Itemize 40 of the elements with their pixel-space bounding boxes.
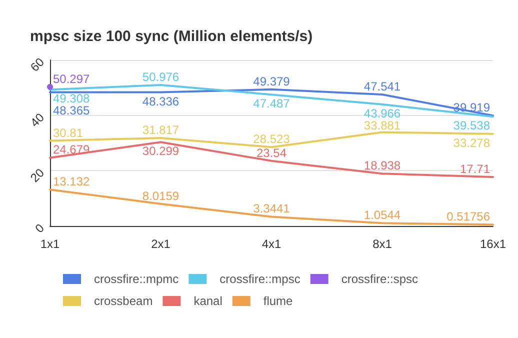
data-label: 39.538 — [453, 118, 490, 133]
data-label: 17.71 — [460, 162, 490, 176]
x-tick-label: 8x1 — [372, 237, 392, 251]
data-label: 18.938 — [364, 158, 401, 173]
data-label: 3.3441 — [253, 202, 290, 216]
data-label: 8.0159 — [142, 188, 180, 203]
data-label: 23.54 — [256, 146, 287, 160]
chart-title: mpsc size 100 sync (Million elements/s) — [30, 28, 313, 45]
y-tick-label: 0 — [32, 220, 48, 236]
data-label: 48.365 — [53, 104, 90, 118]
legend-label: flume — [263, 294, 294, 308]
data-label: 30.81 — [53, 126, 84, 140]
data-label: 0.51756 — [446, 210, 490, 224]
y-tick-label: 40 — [28, 110, 48, 130]
data-label: 47.541 — [364, 79, 401, 94]
data-label: 31.817 — [142, 122, 180, 137]
data-label: 48.336 — [142, 94, 180, 108]
data-label: 50.976 — [142, 70, 180, 84]
data-label: 43.966 — [364, 106, 401, 120]
data-label: 49.308 — [53, 92, 90, 106]
data-label: 47.487 — [253, 96, 290, 111]
data-label: 49.379 — [253, 74, 290, 88]
x-tick-label: 16x1 — [480, 237, 506, 251]
data-label: 1.0544 — [364, 208, 401, 222]
data-label: 30.299 — [142, 144, 180, 158]
x-tick-label: 4x1 — [262, 237, 282, 251]
legend-label: crossfire::mpsc — [220, 272, 300, 286]
legend-label: crossfire::spsc — [341, 272, 418, 286]
x-tick-label: 1x1 — [40, 237, 60, 251]
legend-label: crossbeam — [94, 294, 153, 308]
data-label: 33.881 — [364, 118, 401, 132]
data-label: 50.297 — [53, 72, 90, 86]
data-label: 28.523 — [253, 132, 290, 146]
y-tick-label: 20 — [28, 165, 48, 186]
y-tick-label: 60 — [28, 54, 48, 74]
legend-label: kanal — [194, 294, 222, 308]
x-tick-label: 2x1 — [151, 237, 171, 251]
data-label: 33.278 — [453, 136, 490, 150]
data-label: 13.132 — [53, 174, 90, 189]
legend-label: crossfire::mpmc — [94, 272, 179, 286]
